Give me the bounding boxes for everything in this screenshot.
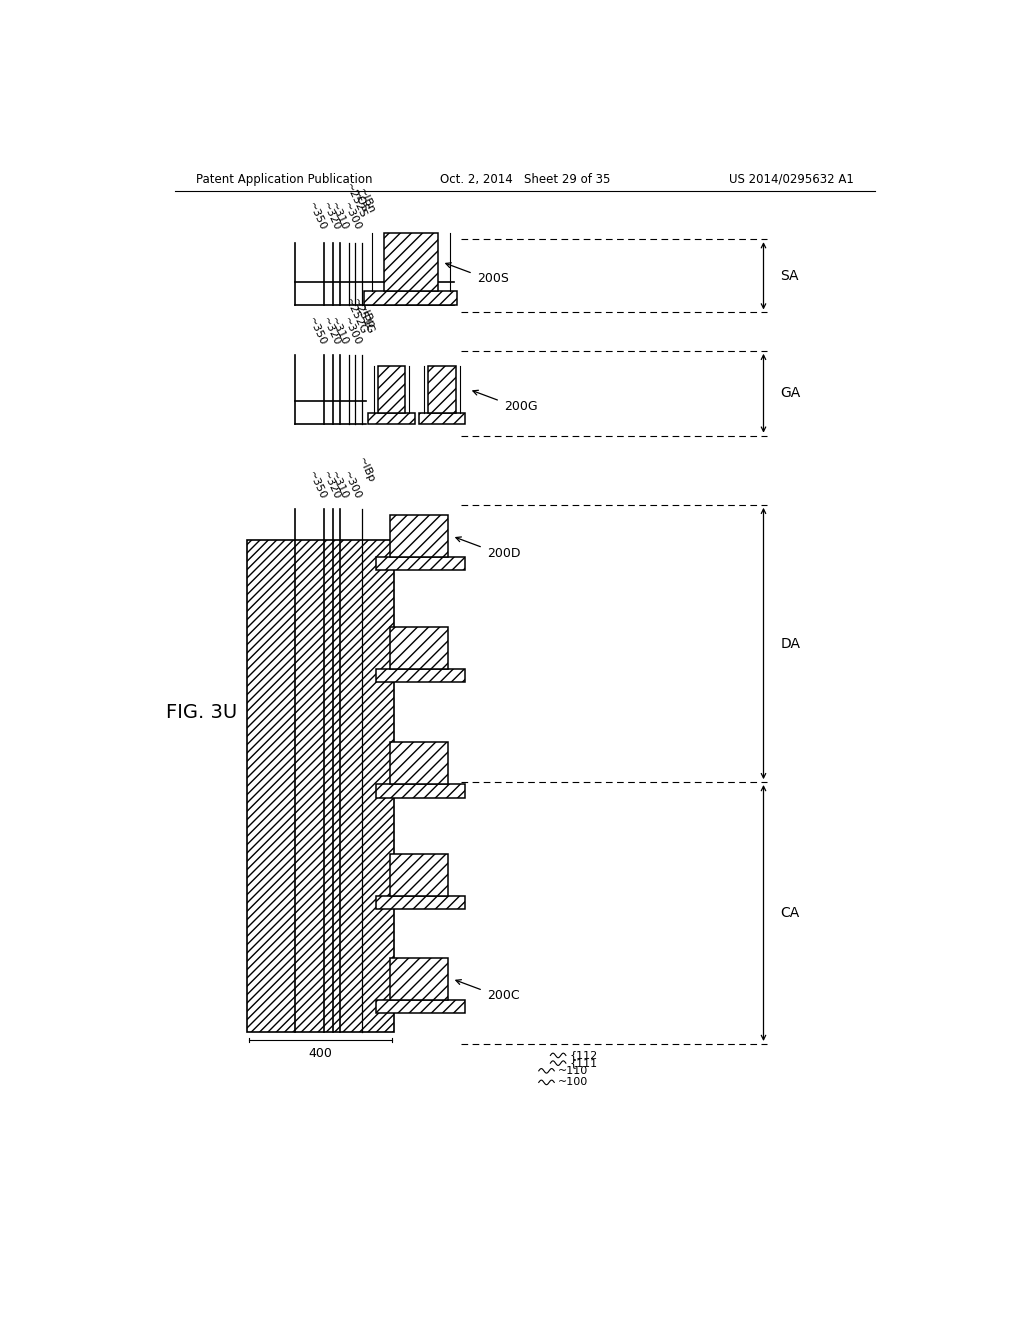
- Text: ~251G: ~251G: [349, 297, 375, 337]
- Text: Oct. 2, 2014   Sheet 29 of 35: Oct. 2, 2014 Sheet 29 of 35: [439, 173, 610, 186]
- Text: ~350: ~350: [306, 470, 328, 502]
- Text: ~320: ~320: [321, 315, 342, 347]
- Text: DA: DA: [780, 636, 801, 651]
- Text: 400: 400: [308, 1047, 332, 1060]
- Text: {111: {111: [569, 1059, 598, 1068]
- Text: ~IBn: ~IBn: [356, 186, 377, 215]
- Text: ~350: ~350: [306, 315, 328, 347]
- Bar: [390, 515, 449, 557]
- Bar: [419, 413, 465, 424]
- Text: FIG. 3U: FIG. 3U: [166, 704, 238, 722]
- Bar: [384, 234, 438, 290]
- Bar: [376, 557, 465, 570]
- Bar: [376, 896, 465, 909]
- Text: ~100: ~100: [558, 1077, 589, 1088]
- Text: {112: {112: [569, 1051, 598, 1060]
- Text: 200S: 200S: [477, 272, 509, 285]
- Bar: [365, 290, 458, 305]
- Text: ~110: ~110: [558, 1065, 589, 1076]
- Bar: [378, 366, 406, 412]
- Text: CA: CA: [780, 906, 800, 920]
- Text: ~IBp: ~IBp: [356, 455, 377, 484]
- Bar: [376, 669, 465, 682]
- Text: ~350: ~350: [306, 201, 328, 232]
- Text: ~300: ~300: [341, 470, 362, 502]
- Text: Patent Application Publication: Patent Application Publication: [197, 173, 373, 186]
- Text: US 2014/0295632 A1: US 2014/0295632 A1: [728, 173, 853, 186]
- Text: 200C: 200C: [486, 989, 519, 1002]
- Bar: [376, 784, 465, 797]
- Text: ~IBp: ~IBp: [356, 302, 377, 330]
- Bar: [390, 854, 449, 896]
- Text: ~OS: ~OS: [349, 187, 370, 214]
- Text: ~320: ~320: [321, 470, 342, 502]
- Bar: [376, 1001, 465, 1014]
- Text: ~310: ~310: [328, 315, 350, 347]
- Bar: [428, 366, 456, 412]
- Text: 200D: 200D: [486, 546, 520, 560]
- Bar: [369, 413, 415, 424]
- Bar: [390, 627, 449, 669]
- Text: 200G: 200G: [504, 400, 538, 413]
- Bar: [390, 742, 449, 784]
- Text: ~300: ~300: [341, 201, 362, 232]
- Text: ~310: ~310: [328, 470, 350, 502]
- Text: ~252G: ~252G: [343, 297, 369, 337]
- Bar: [390, 958, 449, 1001]
- Bar: [247, 540, 394, 1032]
- Text: GA: GA: [780, 387, 801, 400]
- Text: ~310: ~310: [328, 201, 350, 232]
- Text: SA: SA: [780, 269, 799, 282]
- Text: ~252S: ~252S: [343, 182, 369, 220]
- Text: ~300: ~300: [341, 315, 362, 347]
- Text: ~320: ~320: [321, 201, 342, 232]
